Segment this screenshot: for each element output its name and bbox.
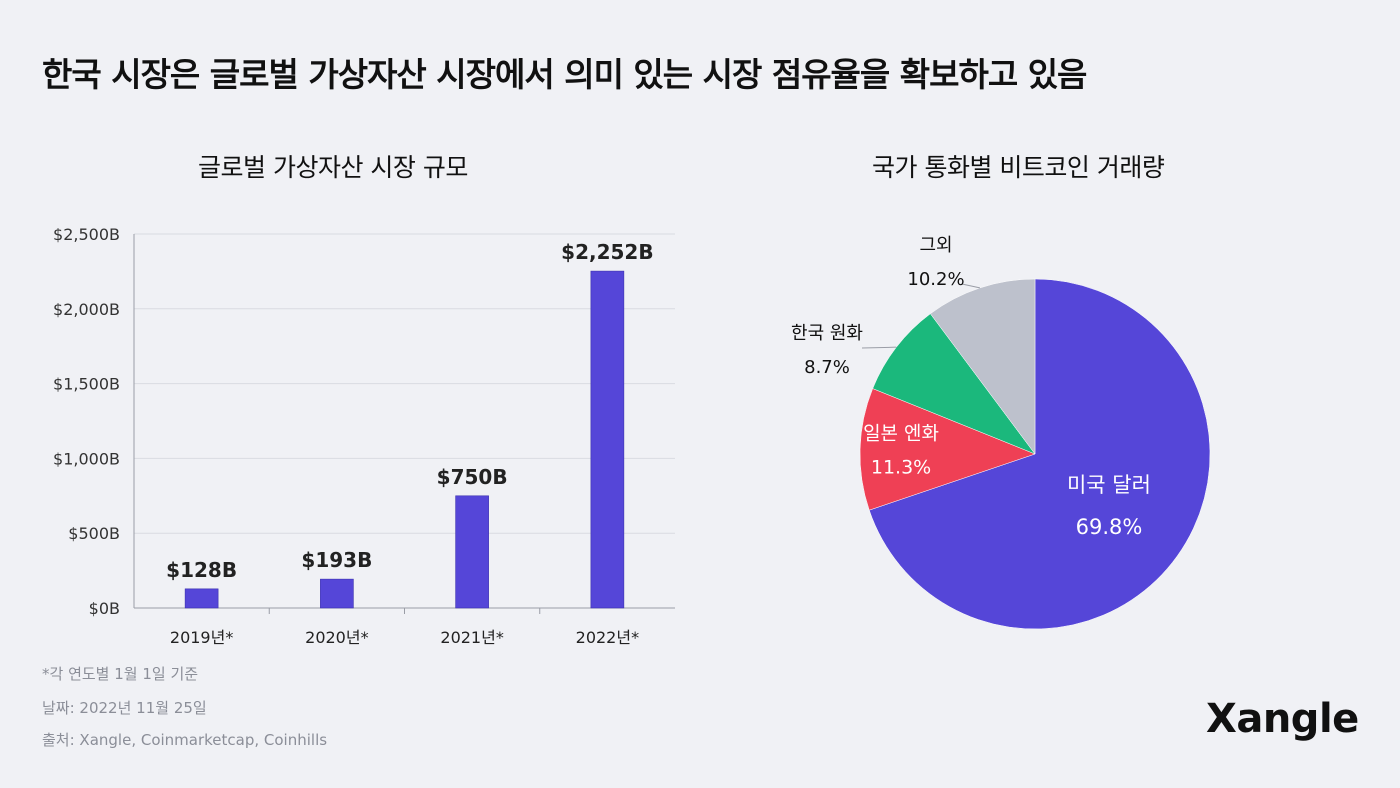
x-tick-label: 2021년*: [440, 628, 503, 647]
leader-line: [861, 346, 897, 349]
pie-chart-title: 국가 통화별 비트코인 거래량: [872, 153, 1165, 182]
footnote-date: 날짜: 2022년 11월 25일: [42, 699, 207, 717]
y-tick-label: $0B: [89, 599, 120, 618]
pie-slice-name: 한국 원화: [791, 323, 863, 344]
leader-line: [961, 283, 980, 289]
bar-chart-title: 글로벌 가상자산 시장 규모: [198, 153, 468, 182]
bar-value-label: $750B: [437, 465, 508, 489]
pie-slice-percent: 11.3%: [871, 456, 931, 478]
bar: [320, 578, 354, 609]
bar: [455, 495, 489, 609]
x-tick-label: 2019년*: [170, 628, 233, 647]
x-tick-label: 2022년*: [576, 628, 639, 647]
pie-slice: [859, 388, 1036, 511]
bar-value-label: $128B: [166, 558, 237, 582]
y-tick-label: $2,000B: [53, 300, 120, 319]
bar: [184, 588, 219, 609]
pie-slice-percent: 8.7%: [804, 357, 850, 378]
y-tick-label: $1,500B: [53, 375, 120, 394]
pie-slice-percent: 69.8%: [1076, 515, 1143, 539]
y-tick-label: $500B: [68, 524, 120, 543]
pie-slice-name: 일본 엔화: [863, 422, 939, 444]
pie-slice-percent: 10.2%: [907, 269, 964, 290]
footnote-basis: *각 연도별 1월 1일 기준: [42, 665, 199, 683]
bar: [590, 270, 625, 609]
x-tick-label: 2020년*: [305, 628, 368, 647]
pie-slice: [872, 313, 1036, 455]
footnote-source: 출처: Xangle, Coinmarketcap, Coinhills: [42, 731, 328, 749]
xangle-logo: Xangle: [1206, 696, 1359, 742]
page-title: 한국 시장은 글로벌 가상자산 시장에서 의미 있는 시장 점유율을 확보하고 …: [42, 55, 1087, 94]
pie-slice-name: 미국 달러: [1067, 473, 1151, 497]
pie-slice: [930, 278, 1036, 455]
pie-slice-name: 그외: [919, 235, 952, 256]
y-tick-label: $2,500B: [53, 225, 120, 244]
bar-value-label: $193B: [301, 548, 372, 572]
pie-slice: [868, 278, 1211, 630]
y-tick-label: $1,000B: [53, 449, 120, 468]
bar-value-label: $2,252B: [561, 240, 653, 264]
